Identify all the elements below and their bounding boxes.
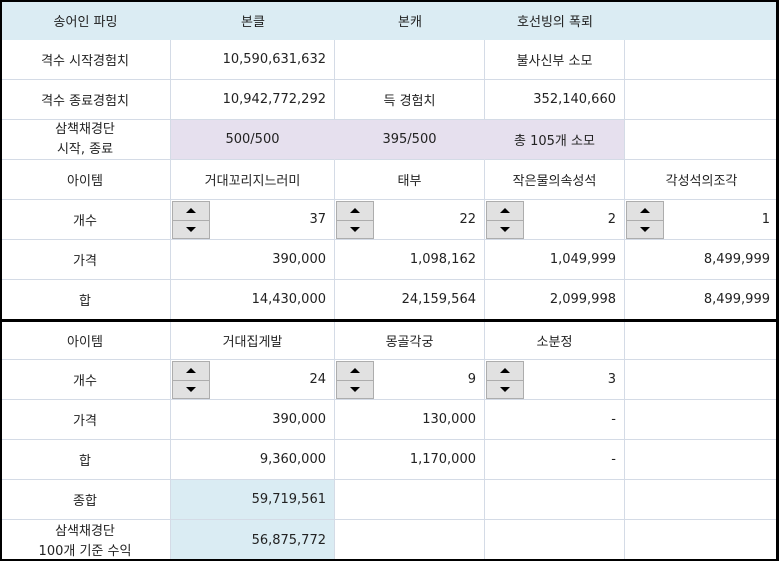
stepper-down-button[interactable]	[172, 220, 210, 239]
item-row-label: 아이템	[0, 160, 171, 200]
item-price[interactable]: -	[485, 400, 625, 440]
stepper-up-button[interactable]	[486, 361, 524, 381]
dango-consumed: 총 105개 소모	[485, 120, 625, 160]
item-count: 9	[467, 372, 476, 387]
gain-exp-label: 득 경험치	[335, 80, 485, 120]
empty-cell[interactable]	[335, 40, 485, 80]
item-count: 2	[607, 212, 616, 227]
stepper-down-button[interactable]	[486, 380, 524, 399]
item-name: 거대집게발	[171, 322, 335, 360]
end-exp-value[interactable]: 10,942,772,292	[171, 80, 335, 120]
item-row-label: 아이템	[0, 322, 171, 360]
dango-main-client[interactable]: 500/500	[171, 120, 335, 160]
total-label: 종합	[0, 480, 171, 520]
gain-exp-value: 352,140,660	[485, 80, 625, 120]
caret-up-icon	[186, 368, 196, 374]
caret-down-icon	[186, 226, 196, 232]
sum-row-label: 합	[0, 440, 171, 480]
per100-label-line1: 삼색채경단	[55, 524, 115, 539]
item-count-cell: 2	[485, 200, 625, 240]
item-sum: 9,360,000	[171, 440, 335, 480]
quantity-stepper[interactable]	[172, 201, 210, 239]
stepper-up-button[interactable]	[336, 361, 374, 381]
end-exp-label: 격수 종료경험치	[0, 80, 171, 120]
header-main-client: 본클	[171, 0, 335, 40]
item-name: 몽골각궁	[335, 322, 485, 360]
caret-up-icon	[640, 208, 650, 214]
item-count-cell: 37	[171, 200, 335, 240]
quantity-stepper[interactable]	[336, 361, 374, 399]
item-count-cell: 3	[485, 360, 625, 400]
caret-up-icon	[350, 208, 360, 214]
stepper-down-button[interactable]	[486, 220, 524, 239]
stepper-down-button[interactable]	[336, 380, 374, 399]
item-name: 소분정	[485, 322, 625, 360]
start-exp-value[interactable]: 10,590,631,632	[171, 40, 335, 80]
stepper-up-button[interactable]	[336, 201, 374, 221]
header-empty	[625, 0, 779, 40]
item-sum: -	[485, 440, 625, 480]
quantity-stepper[interactable]	[172, 361, 210, 399]
header-main-character: 본캐	[335, 0, 485, 40]
item-price[interactable]: 1,049,999	[485, 240, 625, 280]
stepper-down-button[interactable]	[336, 220, 374, 239]
empty-cell[interactable]	[485, 480, 625, 520]
per100-label-line2: 100개 기준 수익	[38, 544, 132, 559]
item-price[interactable]: 130,000	[335, 400, 485, 440]
dango-main-character[interactable]: 395/500	[335, 120, 485, 160]
caret-down-icon	[640, 226, 650, 232]
count-row-label: 개수	[0, 360, 171, 400]
item-price[interactable]: 390,000	[171, 400, 335, 440]
item-name: 태부	[335, 160, 485, 200]
caret-down-icon	[350, 226, 360, 232]
caret-up-icon	[500, 368, 510, 374]
stepper-down-button[interactable]	[626, 220, 664, 239]
item-name: 작은물의속성석	[485, 160, 625, 200]
header-buff: 호선빙의 폭뢰	[485, 0, 625, 40]
stepper-down-button[interactable]	[172, 380, 210, 399]
price-row-label: 가격	[0, 400, 171, 440]
count-row-label: 개수	[0, 200, 171, 240]
item-count: 1	[761, 212, 770, 227]
item-sum: 1,170,000	[335, 440, 485, 480]
caret-up-icon	[186, 208, 196, 214]
dango-label-line1: 삼책채경단	[55, 121, 115, 137]
stepper-up-button[interactable]	[626, 201, 664, 221]
item-count: 37	[309, 212, 326, 227]
caret-down-icon	[500, 386, 510, 392]
consume-note: 불사신부 소모	[485, 40, 625, 80]
caret-down-icon	[500, 226, 510, 232]
item-price[interactable]: 390,000	[171, 240, 335, 280]
item-count-cell: 24	[171, 360, 335, 400]
per100-value: 56,875,772	[171, 520, 335, 561]
item-count-cell: 9	[335, 360, 485, 400]
item-count-cell: 22	[335, 200, 485, 240]
caret-up-icon	[350, 368, 360, 374]
quantity-stepper[interactable]	[486, 201, 524, 239]
start-exp-label: 격수 시작경험치	[0, 40, 171, 80]
empty-cell[interactable]	[335, 480, 485, 520]
section-divider	[0, 319, 779, 322]
item-price[interactable]: 1,098,162	[335, 240, 485, 280]
stepper-up-button[interactable]	[486, 201, 524, 221]
dango-label-line2: 시작, 종료	[56, 141, 114, 157]
item-count-cell: 1	[625, 200, 779, 240]
quantity-stepper[interactable]	[626, 201, 664, 239]
total-value: 59,719,561	[171, 480, 335, 520]
caret-up-icon	[500, 208, 510, 214]
quantity-stepper[interactable]	[336, 201, 374, 239]
stepper-up-button[interactable]	[172, 201, 210, 221]
item-count: 22	[459, 212, 476, 227]
dango-label: 삼책채경단 시작, 종료	[0, 120, 171, 160]
item-name: 거대꼬리지느러미	[171, 160, 335, 200]
stepper-up-button[interactable]	[172, 361, 210, 381]
item-count: 24	[309, 372, 326, 387]
quantity-stepper[interactable]	[486, 361, 524, 399]
item-count: 3	[607, 372, 616, 387]
header-farming-title: 송어인 파밍	[0, 0, 171, 40]
price-row-label: 가격	[0, 240, 171, 280]
caret-down-icon	[350, 386, 360, 392]
caret-down-icon	[186, 386, 196, 392]
